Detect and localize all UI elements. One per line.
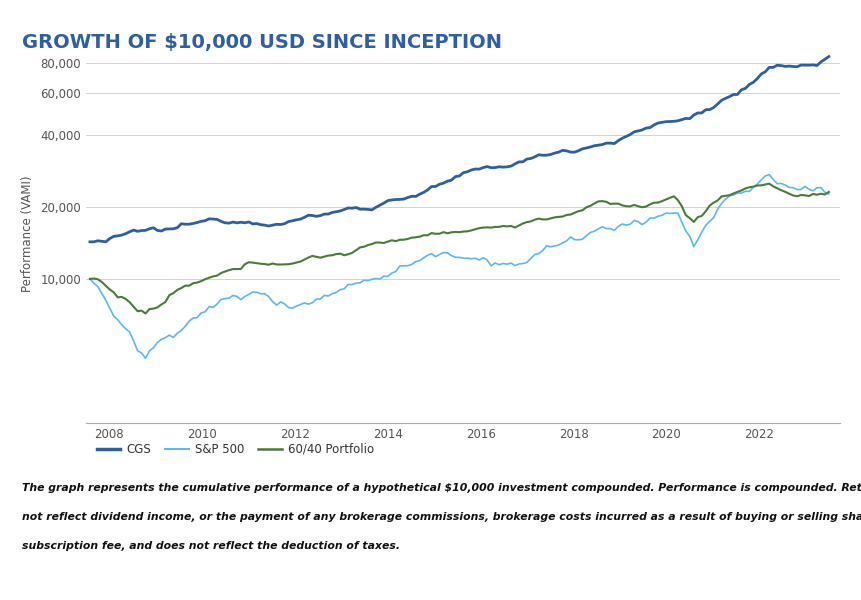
Text: The graph represents the cumulative performance of a hypothetical $10,000 invest: The graph represents the cumulative perf… (22, 483, 861, 493)
Text: GROWTH OF $10,000 USD SINCE INCEPTION: GROWTH OF $10,000 USD SINCE INCEPTION (22, 33, 501, 52)
Text: not reflect dividend income, or the payment of any brokerage commissions, broker: not reflect dividend income, or the paym… (22, 512, 861, 522)
Y-axis label: Performance (VAMI): Performance (VAMI) (21, 176, 34, 292)
Legend: CGS, S&P 500, 60/40 Portfolio: CGS, S&P 500, 60/40 Portfolio (92, 438, 378, 461)
Text: subscription fee, and does not reflect the deduction of taxes.: subscription fee, and does not reflect t… (22, 541, 400, 551)
